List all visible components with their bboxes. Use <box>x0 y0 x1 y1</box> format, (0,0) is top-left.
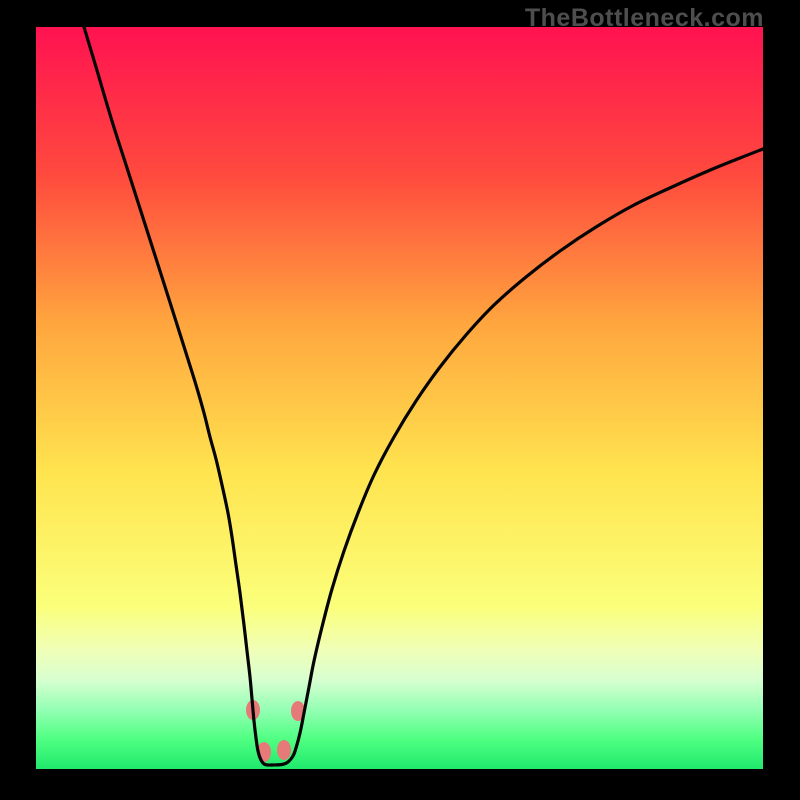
chart-frame: TheBottleneck.com <box>0 0 800 800</box>
curve-left-branch <box>84 27 272 765</box>
curve-right-branch <box>272 149 763 765</box>
bottleneck-curve <box>36 27 763 769</box>
curve-lump <box>277 740 291 760</box>
watermark-text: TheBottleneck.com <box>525 4 764 33</box>
plot-area <box>36 27 763 769</box>
